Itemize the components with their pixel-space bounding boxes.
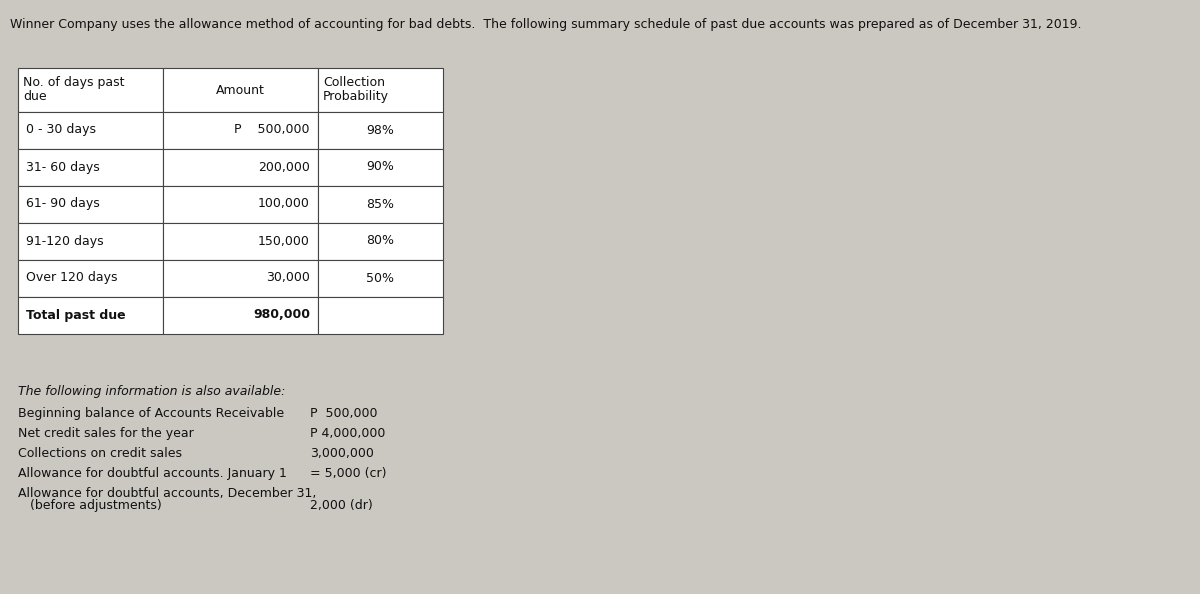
Text: Net credit sales for the year: Net credit sales for the year (18, 427, 193, 440)
Bar (318, 186, 443, 223)
Text: 0 - 30 days: 0 - 30 days (26, 124, 96, 137)
Text: Over 120 days: Over 120 days (26, 271, 118, 285)
Text: 980,000: 980,000 (253, 308, 310, 321)
Bar (163, 297, 318, 334)
Bar (163, 149, 318, 186)
Text: Collections on credit sales: Collections on credit sales (18, 447, 182, 460)
Text: 91-120 days: 91-120 days (26, 235, 103, 248)
Bar (18, 297, 163, 334)
Text: Collection: Collection (323, 76, 385, 89)
Text: 98%: 98% (366, 124, 394, 137)
Text: The following information is also available:: The following information is also availa… (18, 385, 286, 398)
Text: 150,000: 150,000 (258, 235, 310, 248)
Bar (163, 68, 318, 112)
Text: Probability: Probability (323, 90, 389, 103)
Text: 61- 90 days: 61- 90 days (26, 197, 100, 210)
Text: Allowance for doubtful accounts, December 31,: Allowance for doubtful accounts, Decembe… (18, 487, 317, 500)
Bar (18, 68, 163, 112)
Text: 31- 60 days: 31- 60 days (26, 160, 100, 173)
Bar (163, 112, 318, 149)
Text: 85%: 85% (366, 197, 394, 210)
Text: P  500,000: P 500,000 (310, 407, 378, 420)
Bar (18, 260, 163, 297)
Text: 2,000 (dr): 2,000 (dr) (310, 499, 373, 512)
Text: (before adjustments): (before adjustments) (18, 499, 162, 512)
Text: Allowance for doubtful accounts. January 1: Allowance for doubtful accounts. January… (18, 467, 287, 480)
Text: 200,000: 200,000 (258, 160, 310, 173)
Text: 50%: 50% (366, 271, 394, 285)
Text: 90%: 90% (366, 160, 394, 173)
Text: Amount: Amount (216, 84, 264, 96)
Bar (318, 149, 443, 186)
Bar (18, 112, 163, 149)
Bar (318, 297, 443, 334)
Bar (163, 260, 318, 297)
Text: No. of days past: No. of days past (23, 76, 125, 89)
Text: due: due (23, 90, 47, 103)
Text: 3,000,000: 3,000,000 (310, 447, 374, 460)
Text: = 5,000 (cr): = 5,000 (cr) (310, 467, 386, 480)
Text: 30,000: 30,000 (266, 271, 310, 285)
Bar (318, 112, 443, 149)
Bar (163, 186, 318, 223)
Text: 80%: 80% (366, 235, 394, 248)
Text: Total past due: Total past due (26, 308, 126, 321)
Bar (18, 149, 163, 186)
Bar (163, 223, 318, 260)
Text: P 4,000,000: P 4,000,000 (310, 427, 385, 440)
Bar (318, 260, 443, 297)
Text: P    500,000: P 500,000 (234, 124, 310, 137)
Text: Beginning balance of Accounts Receivable: Beginning balance of Accounts Receivable (18, 407, 284, 420)
Bar (18, 186, 163, 223)
Text: 100,000: 100,000 (258, 197, 310, 210)
Bar (318, 223, 443, 260)
Bar (18, 223, 163, 260)
Text: Winner Company uses the allowance method of accounting for bad debts.  The follo: Winner Company uses the allowance method… (10, 18, 1081, 31)
Bar (318, 68, 443, 112)
